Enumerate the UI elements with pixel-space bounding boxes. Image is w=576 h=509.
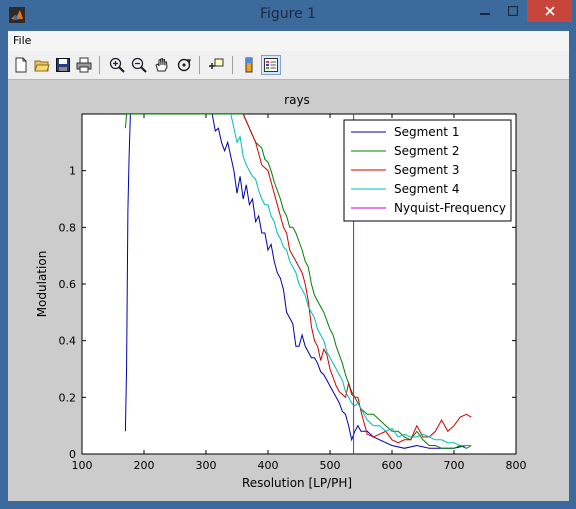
axis-ticks: 100 200 300 400 500 600 700 800 0 0.2 0.4 0.6 0.8 1 — [59, 114, 527, 472]
legend[interactable]: Segment 1 Segment 2 Segment 3 Segment 4 Nyqu… — [343, 119, 512, 222]
print-figure-button[interactable] — [74, 55, 94, 75]
y-tick-label: 0.8 — [59, 221, 77, 234]
matlab-logo-icon — [9, 7, 25, 23]
print-figure-icon — [76, 57, 92, 73]
new-figure-button[interactable] — [11, 55, 31, 75]
colorbar-button[interactable] — [239, 55, 259, 75]
y-tick-label: 0 — [69, 448, 76, 461]
y-tick-label: 0.6 — [59, 278, 77, 291]
title-bar[interactable]: Figure 1 — [0, 0, 576, 30]
open-file-button[interactable] — [32, 55, 52, 75]
figure-client-area: File — [8, 31, 569, 501]
pan-icon — [155, 57, 168, 72]
legend-button[interactable] — [261, 55, 281, 75]
y-tick-label: 0.2 — [59, 391, 77, 404]
rotate-3d-button[interactable] — [174, 55, 194, 75]
legend-label: Segment 3 — [394, 163, 459, 177]
window-title: Figure 1 — [259, 6, 317, 22]
x-tick-label: 800 — [506, 459, 527, 472]
x-tick-label: 500 — [320, 459, 341, 472]
maximize-button[interactable] — [500, 0, 526, 22]
legend-icon — [264, 58, 278, 72]
x-tick-label: 700 — [444, 459, 465, 472]
legend-label: Nyquist-Frequency — [394, 201, 506, 215]
y-axis-label: Modulation — [35, 251, 49, 318]
menu-bar: File — [8, 31, 569, 51]
close-button[interactable] — [527, 0, 572, 22]
colorbar-icon — [245, 57, 253, 73]
pan-button[interactable] — [152, 55, 172, 75]
legend-label: Segment 4 — [394, 182, 459, 196]
chart-title: rays — [284, 93, 310, 107]
series-line-3 — [242, 114, 472, 444]
legend-label: Segment 1 — [394, 125, 459, 139]
toolbar-separator — [199, 56, 200, 74]
series-lines — [124, 114, 472, 454]
series-line-4 — [230, 114, 472, 446]
legend-label: Segment 2 — [394, 144, 459, 158]
figure-toolbar — [8, 52, 569, 80]
x-tick-label: 600 — [382, 459, 403, 472]
x-tick-label: 100 — [72, 459, 93, 472]
menu-file[interactable]: File — [13, 34, 32, 47]
zoom-out-icon — [131, 57, 147, 73]
x-tick-label: 200 — [134, 459, 155, 472]
x-axis-label: Resolution [LP/PH] — [242, 476, 352, 490]
save-figure-button[interactable] — [53, 55, 73, 75]
y-tick-label: 1 — [69, 165, 76, 178]
line-chart[interactable]: rays 100 200 300 400 500 600 700 800 0 0.2 0.4 0.6 0… — [8, 80, 569, 501]
zoom-in-icon — [109, 57, 125, 73]
save-figure-icon — [56, 58, 70, 72]
new-figure-icon — [15, 57, 27, 73]
maximize-icon — [508, 6, 518, 16]
minimize-button[interactable] — [472, 0, 498, 22]
open-file-icon — [34, 60, 50, 72]
data-cursor-button[interactable] — [206, 55, 226, 75]
x-tick-label: 400 — [258, 459, 279, 472]
zoom-out-button[interactable] — [129, 55, 149, 75]
close-icon — [544, 6, 555, 16]
zoom-in-button[interactable] — [107, 55, 127, 75]
minimize-icon — [480, 13, 490, 15]
x-tick-label: 300 — [196, 459, 217, 472]
rotate-3d-icon — [177, 58, 191, 72]
toolbar-separator — [99, 56, 100, 74]
figure-canvas: rays 100 200 300 400 500 600 700 800 0 0.2 0.4 0.6 0… — [8, 80, 569, 501]
y-tick-label: 0.4 — [59, 335, 77, 348]
data-cursor-icon — [209, 58, 224, 69]
toolbar-separator — [232, 56, 233, 74]
